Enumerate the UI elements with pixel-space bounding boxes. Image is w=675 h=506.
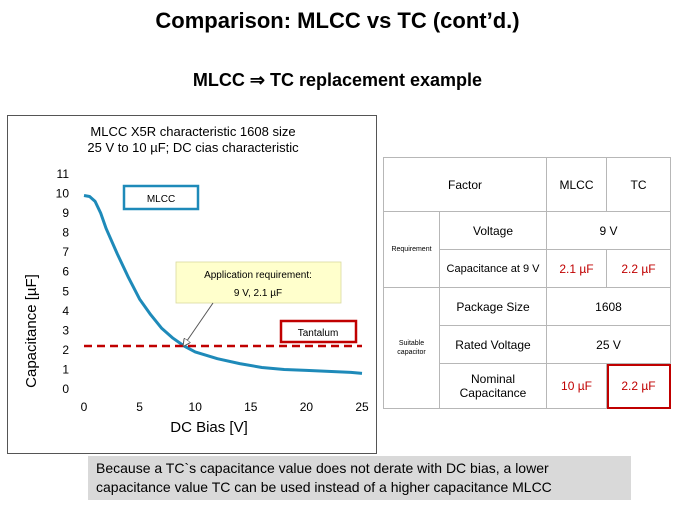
x-tick-label: 0 xyxy=(81,400,88,414)
x-tick-label: 25 xyxy=(355,400,369,414)
group-requirement: Requirement xyxy=(383,211,440,288)
row-value-package: 1608 xyxy=(546,287,672,326)
callout-arrow xyxy=(184,302,214,345)
mlcc-label: MLCC xyxy=(147,194,175,205)
x-tick-label: 10 xyxy=(189,400,203,414)
row-value-rated: 25 V xyxy=(546,325,672,364)
row-value-nominal-mlcc: 10 µF xyxy=(546,363,608,409)
y-tick-label: 8 xyxy=(62,226,69,240)
capacitance-chart: 0 1 2 3 4 5 6 7 8 9 10 11 0 5 10 15 20 25 Capacitance [µ… xyxy=(23,167,369,436)
y-tick-label: 3 xyxy=(62,323,69,337)
callout-box xyxy=(175,261,342,304)
row-value-capacitance-tc: 2.2 µF xyxy=(606,249,672,288)
y-tick-label: 2 xyxy=(62,343,69,357)
series-line-mlcc xyxy=(83,194,363,375)
row-value-nominal-tc: 2.2 µF xyxy=(606,363,672,409)
table-row: Suitable capacitor Package Size 1608 xyxy=(383,287,672,409)
y-tick-label: 4 xyxy=(62,304,69,318)
y-tick-label: 9 xyxy=(62,206,69,220)
table-header-row: Factor MLCC TC xyxy=(382,157,672,212)
table-row: Capacitance at 9 V 2.1 µF 2.2 µF xyxy=(384,249,672,288)
callout-line-2: 9 V, 2.1 µF xyxy=(234,288,282,299)
row-label-voltage: Voltage xyxy=(438,211,548,250)
table-row: Rated Voltage 25 V xyxy=(384,325,672,364)
row-label-nominal: Nominal Capacitance xyxy=(438,363,548,409)
header-mlcc: MLCC xyxy=(546,157,608,212)
chart-title-line-1: MLCC X5R characteristic 1608 size xyxy=(90,124,296,139)
chart-title-line-2: 25 V to 10 µF; DC cias characteristic xyxy=(87,140,299,155)
summary-note: Because a TC`s capacitance value does no… xyxy=(88,456,631,500)
tantalum-label: Tantalum xyxy=(298,328,339,339)
row-label-rated: Rated Voltage xyxy=(438,325,548,364)
chart-panel: MLCC X5R characteristic 1608 size 25 V t… xyxy=(7,115,377,454)
tantalum-label-box xyxy=(279,319,358,344)
group-suitable: Suitable capacitor xyxy=(383,287,440,409)
header-tc: TC xyxy=(606,157,672,212)
chart-title: MLCC X5R characteristic 1608 size 25 V t… xyxy=(8,124,378,156)
header-factor: Factor xyxy=(382,157,548,212)
y-axis-label: Capacitance [µF] xyxy=(23,274,40,388)
comparison-table: Factor MLCC TC Requirement Voltage 9 V C… xyxy=(382,157,672,409)
x-axis-label: DC Bias [V] xyxy=(170,419,248,436)
table-row: Nominal Capacitance 10 µF 2.2 µF xyxy=(384,363,672,409)
x-tick-label: 20 xyxy=(300,400,314,414)
y-tick-label: 10 xyxy=(56,187,70,201)
x-tick-labels: 0 5 10 15 20 25 xyxy=(81,400,369,414)
y-tick-label: 0 xyxy=(62,382,69,396)
y-tick-labels: 0 1 2 3 4 5 6 7 8 9 10 11 xyxy=(56,167,70,396)
table-row: Requirement Voltage 9 V xyxy=(383,211,672,288)
row-value-voltage: 9 V xyxy=(546,211,672,250)
slide-title: Comparison: MLCC vs TC (cont’d.) xyxy=(155,8,520,33)
row-label-nominal-line-2: Capacitance xyxy=(459,386,527,400)
y-tick-label: 1 xyxy=(62,362,69,376)
slide-subtitle: MLCC ⇒ TC replacement example xyxy=(192,70,483,90)
y-tick-label: 6 xyxy=(62,265,69,279)
x-tick-label: 15 xyxy=(244,400,258,414)
callout-line-1: Application requirement: xyxy=(204,270,312,281)
y-tick-label: 7 xyxy=(62,245,69,259)
row-label-capacitance: Capacitance at 9 V xyxy=(438,249,548,288)
group-suitable-line-2: capacitor xyxy=(397,349,426,356)
x-tick-label: 5 xyxy=(136,400,143,414)
mlcc-label-box xyxy=(122,184,200,211)
y-tick-label: 5 xyxy=(62,284,69,298)
row-label-nominal-line-1: Nominal xyxy=(471,372,516,386)
y-tick-label: 11 xyxy=(57,167,70,181)
row-value-capacitance-mlcc: 2.1 µF xyxy=(546,249,608,288)
group-suitable-line-1: Suitable xyxy=(398,340,425,347)
row-label-package: Package Size xyxy=(438,287,548,326)
